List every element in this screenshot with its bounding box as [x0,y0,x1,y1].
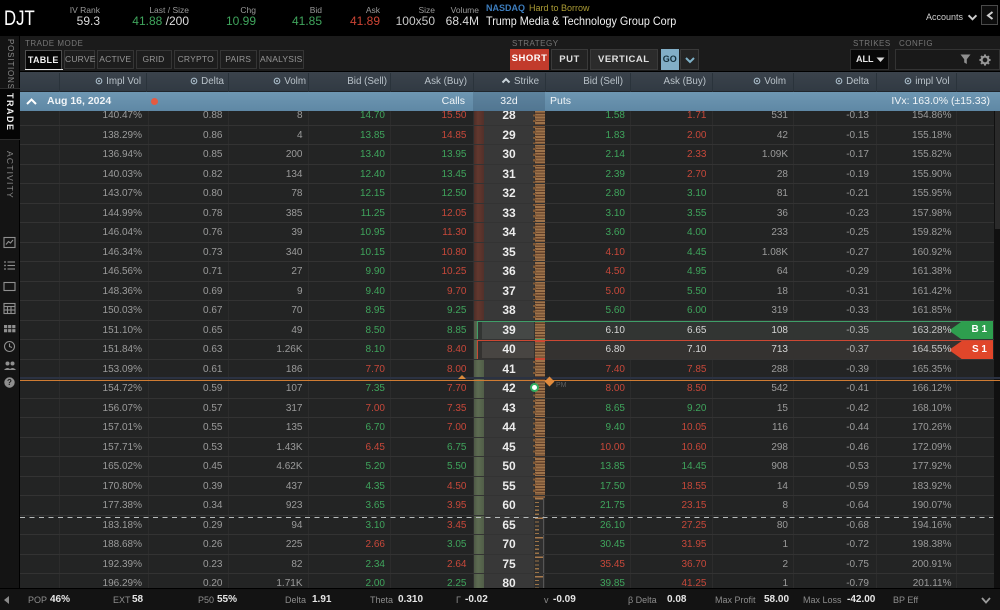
svg-text:?: ? [7,378,12,387]
